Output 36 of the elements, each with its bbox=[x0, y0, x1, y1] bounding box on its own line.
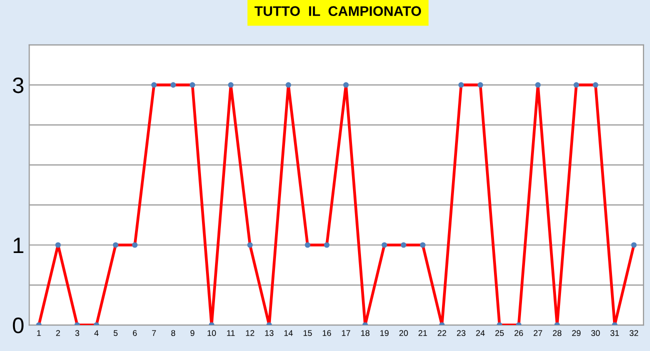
x-tick-label: 10 bbox=[208, 330, 216, 336]
x-tick-label: 26 bbox=[514, 330, 523, 336]
x-tick-label: 18 bbox=[361, 330, 370, 336]
x-tick-label: 12 bbox=[246, 330, 254, 336]
x-tick-label: 22 bbox=[438, 330, 446, 336]
x-tick-label: 32 bbox=[630, 330, 638, 336]
x-tick-label: 23 bbox=[456, 330, 466, 336]
x-tick-label: 7 bbox=[152, 330, 156, 336]
x-tick-label: 16 bbox=[322, 330, 332, 336]
x-tick-label: 24 bbox=[476, 330, 485, 336]
x-tick-label: 3 bbox=[75, 330, 80, 336]
x-tick-label: 15 bbox=[304, 330, 312, 336]
chart-title: TUTTO IL CAMPIONATO bbox=[254, 6, 422, 16]
x-tick-label: 19 bbox=[380, 330, 389, 336]
x-tick-label: 27 bbox=[534, 330, 542, 336]
x-tick-label: 13 bbox=[265, 330, 274, 336]
x-tick-label: 28 bbox=[552, 330, 562, 336]
y-tick-label: 3 bbox=[12, 77, 24, 94]
x-tick-label: 8 bbox=[171, 330, 176, 336]
x-tick-label: 1 bbox=[37, 330, 41, 336]
x-tick-label: 17 bbox=[342, 330, 350, 336]
y-tick-label: 0 bbox=[12, 318, 24, 334]
x-tick-label: 6 bbox=[132, 330, 137, 336]
x-tick-label: 31 bbox=[610, 330, 619, 336]
x-tick-label: 2 bbox=[56, 330, 60, 336]
x-tick-label: 14 bbox=[284, 330, 293, 336]
x-tick-label: 5 bbox=[114, 330, 118, 336]
x-tick-label: 29 bbox=[572, 330, 581, 336]
x-tick-label: 25 bbox=[495, 330, 504, 336]
x-tick-label: 21 bbox=[418, 330, 427, 336]
x-tick-label: 30 bbox=[591, 330, 600, 336]
y-tick-label: 1 bbox=[14, 238, 24, 254]
x-tick-label: 4 bbox=[94, 330, 99, 336]
x-tick-label: 20 bbox=[399, 330, 408, 336]
x-tick-label: 11 bbox=[227, 330, 235, 336]
x-tick-label: 9 bbox=[190, 330, 194, 336]
